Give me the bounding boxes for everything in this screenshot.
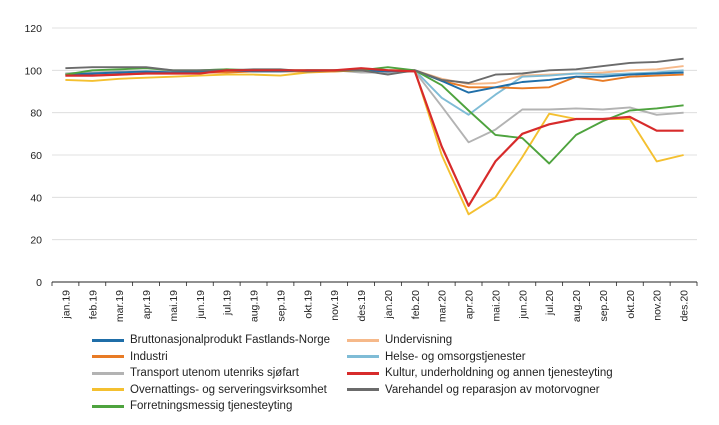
legend-item: Undervisning [347, 332, 613, 349]
y-axis-tick-labels: 0 20 40 60 80 100 120 [24, 23, 42, 289]
x-tick-label: jan.20 [383, 290, 395, 320]
legend-swatch [92, 355, 124, 359]
legend-label: Transport utenom utenriks sjøfart [130, 367, 299, 380]
legend-label: Forretningsmessig tjenesteyting [130, 400, 293, 413]
legend-swatch [92, 388, 124, 392]
x-tick-label: jul.19 [222, 290, 234, 316]
x-tick-label: okt.19 [302, 290, 314, 319]
y-tick-label: 0 [36, 277, 42, 289]
legend-label: Industri [130, 350, 168, 363]
series-line [65, 69, 684, 94]
legend-item: Industri [92, 349, 330, 366]
x-tick-label: sep.20 [598, 290, 610, 322]
y-tick-label: 100 [24, 65, 42, 77]
series-lines [65, 57, 684, 216]
y-tick-label: 80 [30, 108, 42, 120]
legend: Bruttonasjonalprodukt Fastlands-Norge In… [92, 332, 692, 422]
x-tick-label: sep.19 [275, 290, 287, 322]
legend-swatch [347, 355, 379, 359]
legend-label: Varehandel og reparasjon av motorvogner [385, 383, 600, 396]
x-tick-label: feb.19 [87, 290, 99, 319]
legend-label: Undervisning [385, 334, 453, 347]
x-tick-label: jun.19 [195, 290, 207, 320]
x-tick-label: jan.19 [60, 290, 72, 320]
x-tick-label: des.19 [356, 290, 368, 322]
legend-item: Transport utenom utenriks sjøfart [92, 365, 330, 382]
legend-item: Bruttonasjonalprodukt Fastlands-Norge [92, 332, 330, 349]
gridlines [52, 27, 697, 241]
legend-label: Kultur, underholdning og annen tjenestey… [385, 367, 613, 380]
x-tick-label: mar.19 [114, 290, 126, 322]
y-tick-label: 120 [24, 23, 42, 35]
x-tick-label: apr.19 [141, 290, 153, 319]
x-tick-label: jul.20 [544, 290, 556, 316]
x-tick-label: des.20 [679, 290, 691, 322]
legend-swatch [92, 371, 124, 375]
x-tick-label: jun.20 [517, 290, 529, 320]
series-line [65, 67, 684, 207]
legend-swatch [92, 338, 124, 342]
y-tick-label: 40 [30, 192, 42, 204]
legend-swatch [92, 404, 124, 408]
legend-label: Overnattings- og serveringsvirksomhet [130, 383, 327, 396]
legend-swatch [347, 338, 379, 342]
x-tick-label: aug.19 [249, 290, 261, 322]
series-line [65, 68, 684, 144]
x-tick-label: apr.20 [464, 290, 476, 319]
x-tick-label: mar.20 [437, 290, 449, 322]
x-tick-label: nov.19 [329, 290, 341, 321]
series-line [65, 69, 684, 216]
series-line [65, 66, 684, 165]
x-tick-label: mai.19 [168, 290, 180, 322]
y-tick-label: 20 [30, 235, 42, 247]
legend-item: Forretningsmessig tjenesteyting [92, 398, 330, 415]
legend-label: Helse- og omsorgstjenester [385, 350, 526, 363]
x-tick-label: nov.20 [652, 290, 664, 321]
x-tick-label: feb.20 [410, 290, 422, 319]
legend-item: Varehandel og reparasjon av motorvogner [347, 382, 613, 399]
x-tick-label: aug.20 [571, 290, 583, 322]
series-line [65, 57, 684, 84]
legend-column-right: Undervisning Helse- og omsorgstjenester … [347, 332, 613, 398]
x-tick-label: okt.20 [625, 290, 637, 319]
legend-item: Overnattings- og serveringsvirksomhet [92, 382, 330, 399]
legend-item: Kultur, underholdning og annen tjenestey… [347, 365, 613, 382]
x-tick-label: mai.20 [490, 290, 502, 322]
y-tick-label: 60 [30, 150, 42, 162]
legend-column-left: Bruttonasjonalprodukt Fastlands-Norge In… [92, 332, 330, 415]
x-axis [51, 281, 698, 286]
legend-swatch [347, 388, 379, 392]
legend-item: Helse- og omsorgstjenester [347, 349, 613, 366]
legend-label: Bruttonasjonalprodukt Fastlands-Norge [130, 334, 331, 347]
legend-swatch [347, 371, 379, 375]
x-axis-tick-labels: jan.19 feb.19 mar.19 apr.19 mai.19 jun.19 jul.… [60, 290, 690, 322]
